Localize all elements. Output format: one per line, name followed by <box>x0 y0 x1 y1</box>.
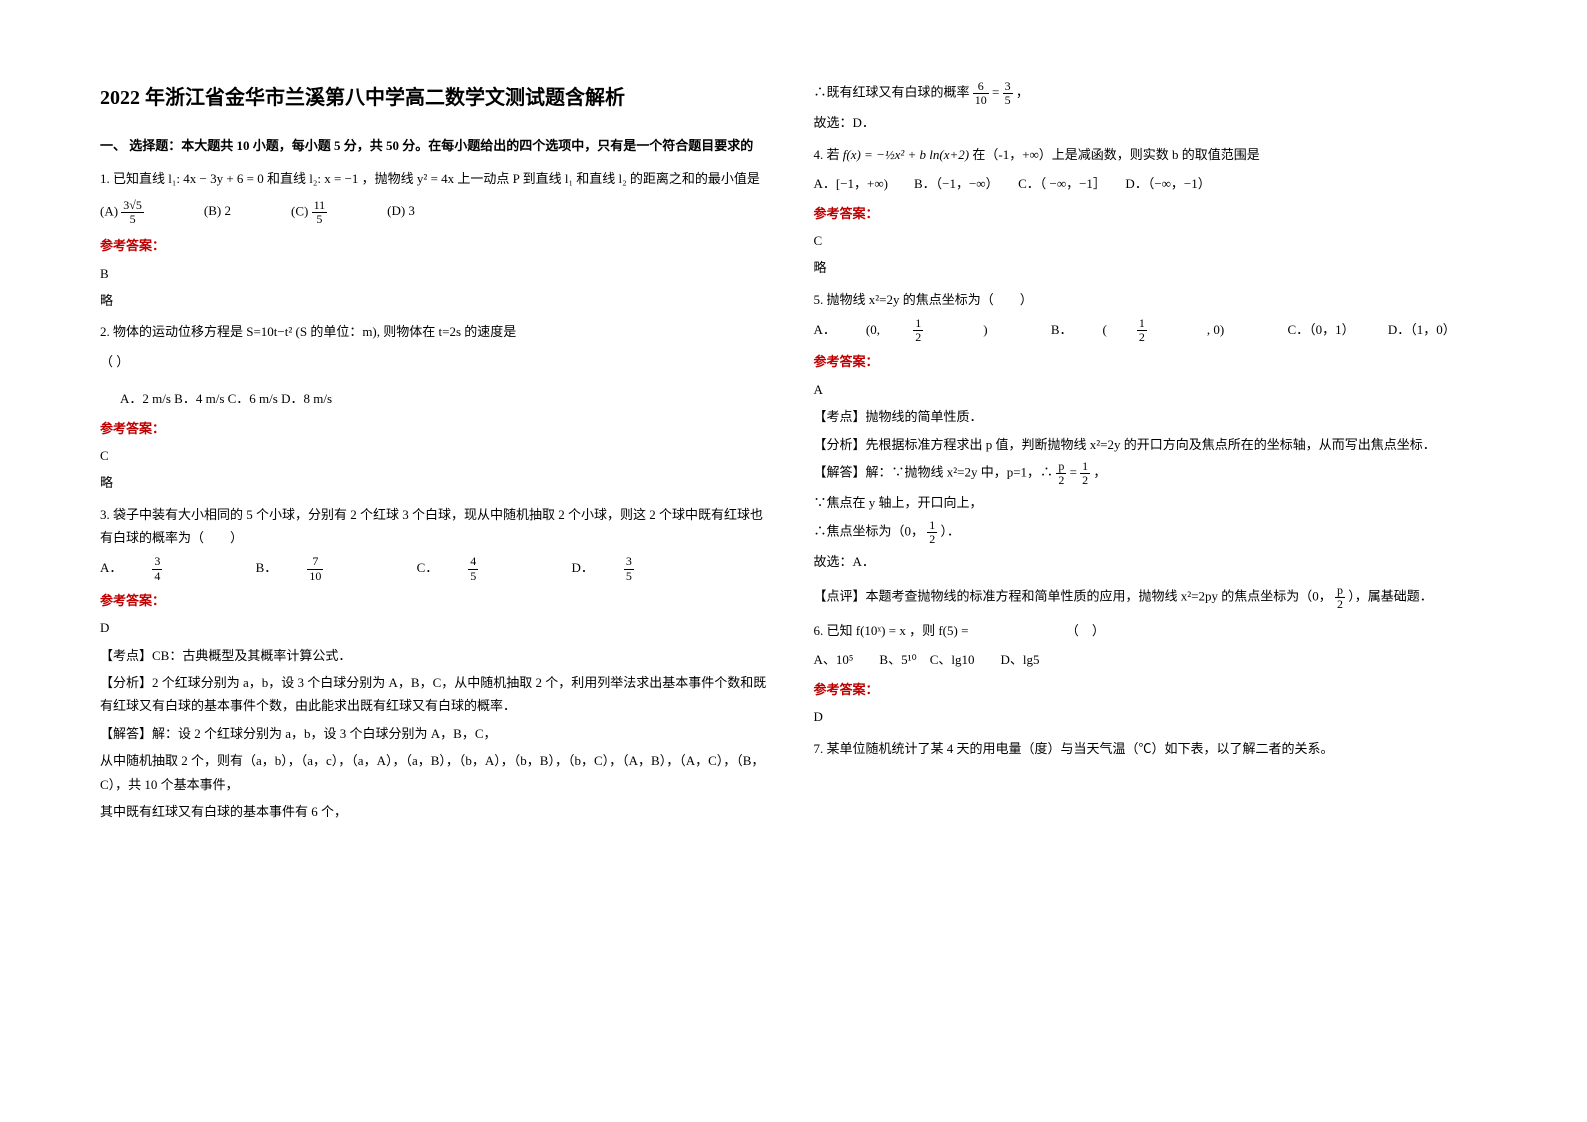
q3-col2-line2: 故选：D． <box>814 111 1488 134</box>
q5-exp3: 【解答】解：∵抛物线 x²=2y 中，p=1，∴ p2 = 12 ， <box>814 460 1488 487</box>
q3-exp3: 【解答】解：设 2 个红球分别为 a，b，设 3 个白球分别为 A，B，C， <box>100 722 774 745</box>
q1-optB: (B) 2 <box>204 199 231 226</box>
q5-exp2: 【分析】先根据标准方程求出 p 值，判断抛物线 x²=2y 的开口方向及焦点所在… <box>814 433 1488 456</box>
answer-label: 参考答案： <box>100 589 774 612</box>
q5-exp4: ∵焦点在 y 轴上，开口向上， <box>814 491 1488 514</box>
q4-options: A．[−1，+∞) B．（−1，−∞） C．（ −∞，−1］ D．（−∞，−1） <box>814 172 1488 195</box>
q4-note: 略 <box>814 256 1488 279</box>
answer-label: 参考答案： <box>100 234 774 257</box>
q6-answer: D <box>814 705 1488 728</box>
q5-optC: C．（0，1） <box>1287 322 1354 337</box>
q1-optD: (D) 3 <box>387 199 415 226</box>
q3-optB: B．710 <box>256 560 384 575</box>
q3-exp2: 【分析】2 个红球分别为 a，b，设 3 个白球分别为 A，B，C，从中随机抽取… <box>100 671 774 718</box>
q3-optA: A．34 <box>100 560 222 575</box>
answer-label: 参考答案： <box>814 678 1488 701</box>
q5-optB: B．(12, 0) <box>1051 322 1258 337</box>
q3-options: A．34 B．710 C．45 D．35 <box>100 555 774 582</box>
left-column: 2022 年浙江省金华市兰溪第八中学高二数学文测试题含解析 一、 选择题：本大题… <box>100 80 774 1042</box>
q2-paren: （ ） <box>100 350 774 373</box>
q7-stem: 7. 某单位随机统计了某 4 天的用电量（度）与当天气温（℃）如下表，以了解二者… <box>814 737 1488 760</box>
q3-optD: D．35 <box>571 560 693 575</box>
q1-answer: B <box>100 262 774 285</box>
answer-label: 参考答案： <box>100 417 774 440</box>
q3-stem: 3. 袋子中装有大小相同的 5 个小球，分别有 2 个红球 3 个白球，现从中随… <box>100 503 774 550</box>
answer-label: 参考答案： <box>814 202 1488 225</box>
q5-exp5: ∴焦点坐标为（0， 12 ）． <box>814 519 1488 546</box>
q5-answer: A <box>814 378 1488 401</box>
q5-stem: 5. 抛物线 x²=2y 的焦点坐标为（ ） <box>814 288 1488 311</box>
q4-stem: 4. 若 f(x) = −½x² + b ln(x+2) 在（-1，+∞）上是减… <box>814 143 1488 166</box>
q5-exp6: 故选：A． <box>814 550 1488 573</box>
q3-col2-line1: ∴既有红球又有白球的概率 610 = 35 ， <box>814 80 1488 107</box>
q5-exp7: 【点评】本题考查抛物线的标准方程和简单性质的应用，抛物线 x²=2py 的焦点坐… <box>814 584 1488 611</box>
q5-optD: D．（1，0） <box>1388 322 1456 337</box>
q5-options: A．(0, 12) B．(12, 0) C．（0，1） D．（1，0） <box>814 317 1488 344</box>
q1-stem: 1. 已知直线 l₁: 4x − 3y + 6 = 0 和直线 l₂: x = … <box>100 167 774 190</box>
q1-note: 略 <box>100 289 774 312</box>
answer-label: 参考答案： <box>814 350 1488 373</box>
q2-note: 略 <box>100 471 774 494</box>
q1-options: (A) 3√55 (B) 2 (C) 115 (D) 3 <box>100 199 774 226</box>
q1-optC: (C) 115 <box>291 199 327 226</box>
q3-exp4: 从中随机抽取 2 个，则有（a，b），（a，c），（a，A），（a，B），（b，… <box>100 749 774 796</box>
q3-exp5: 其中既有红球又有白球的基本事件有 6 个， <box>100 800 774 823</box>
q4-answer: C <box>814 229 1488 252</box>
section-header: 一、 选择题：本大题共 10 小题，每小题 5 分，共 50 分。在每小题给出的… <box>100 134 774 157</box>
right-column: ∴既有红球又有白球的概率 610 = 35 ， 故选：D． 4. 若 f(x) … <box>814 80 1488 1042</box>
page-title: 2022 年浙江省金华市兰溪第八中学高二数学文测试题含解析 <box>100 80 774 116</box>
q2-answer: C <box>100 444 774 467</box>
q2-options: A．2 m/s B．4 m/s C．6 m/s D．8 m/s <box>120 387 774 410</box>
q5-optA: A．(0, 12) <box>814 322 1021 337</box>
q2-stem: 2. 物体的运动位移方程是 S=10t−t² (S 的单位：m), 则物体在 t… <box>100 320 774 343</box>
q6-options: A、10⁵ B、5¹⁰ C、lg10 D、lg5 <box>814 648 1488 671</box>
q1-optA: (A) 3√55 <box>100 199 144 226</box>
q3-answer: D <box>100 616 774 639</box>
q5-exp1: 【考点】抛物线的简单性质． <box>814 405 1488 428</box>
q3-exp1: 【考点】CB：古典概型及其概率计算公式． <box>100 644 774 667</box>
q3-optC: C．45 <box>417 560 539 575</box>
q6-stem: 6. 已知 f(10ˣ) = x ，则 f(5) = （ ） <box>814 619 1488 642</box>
